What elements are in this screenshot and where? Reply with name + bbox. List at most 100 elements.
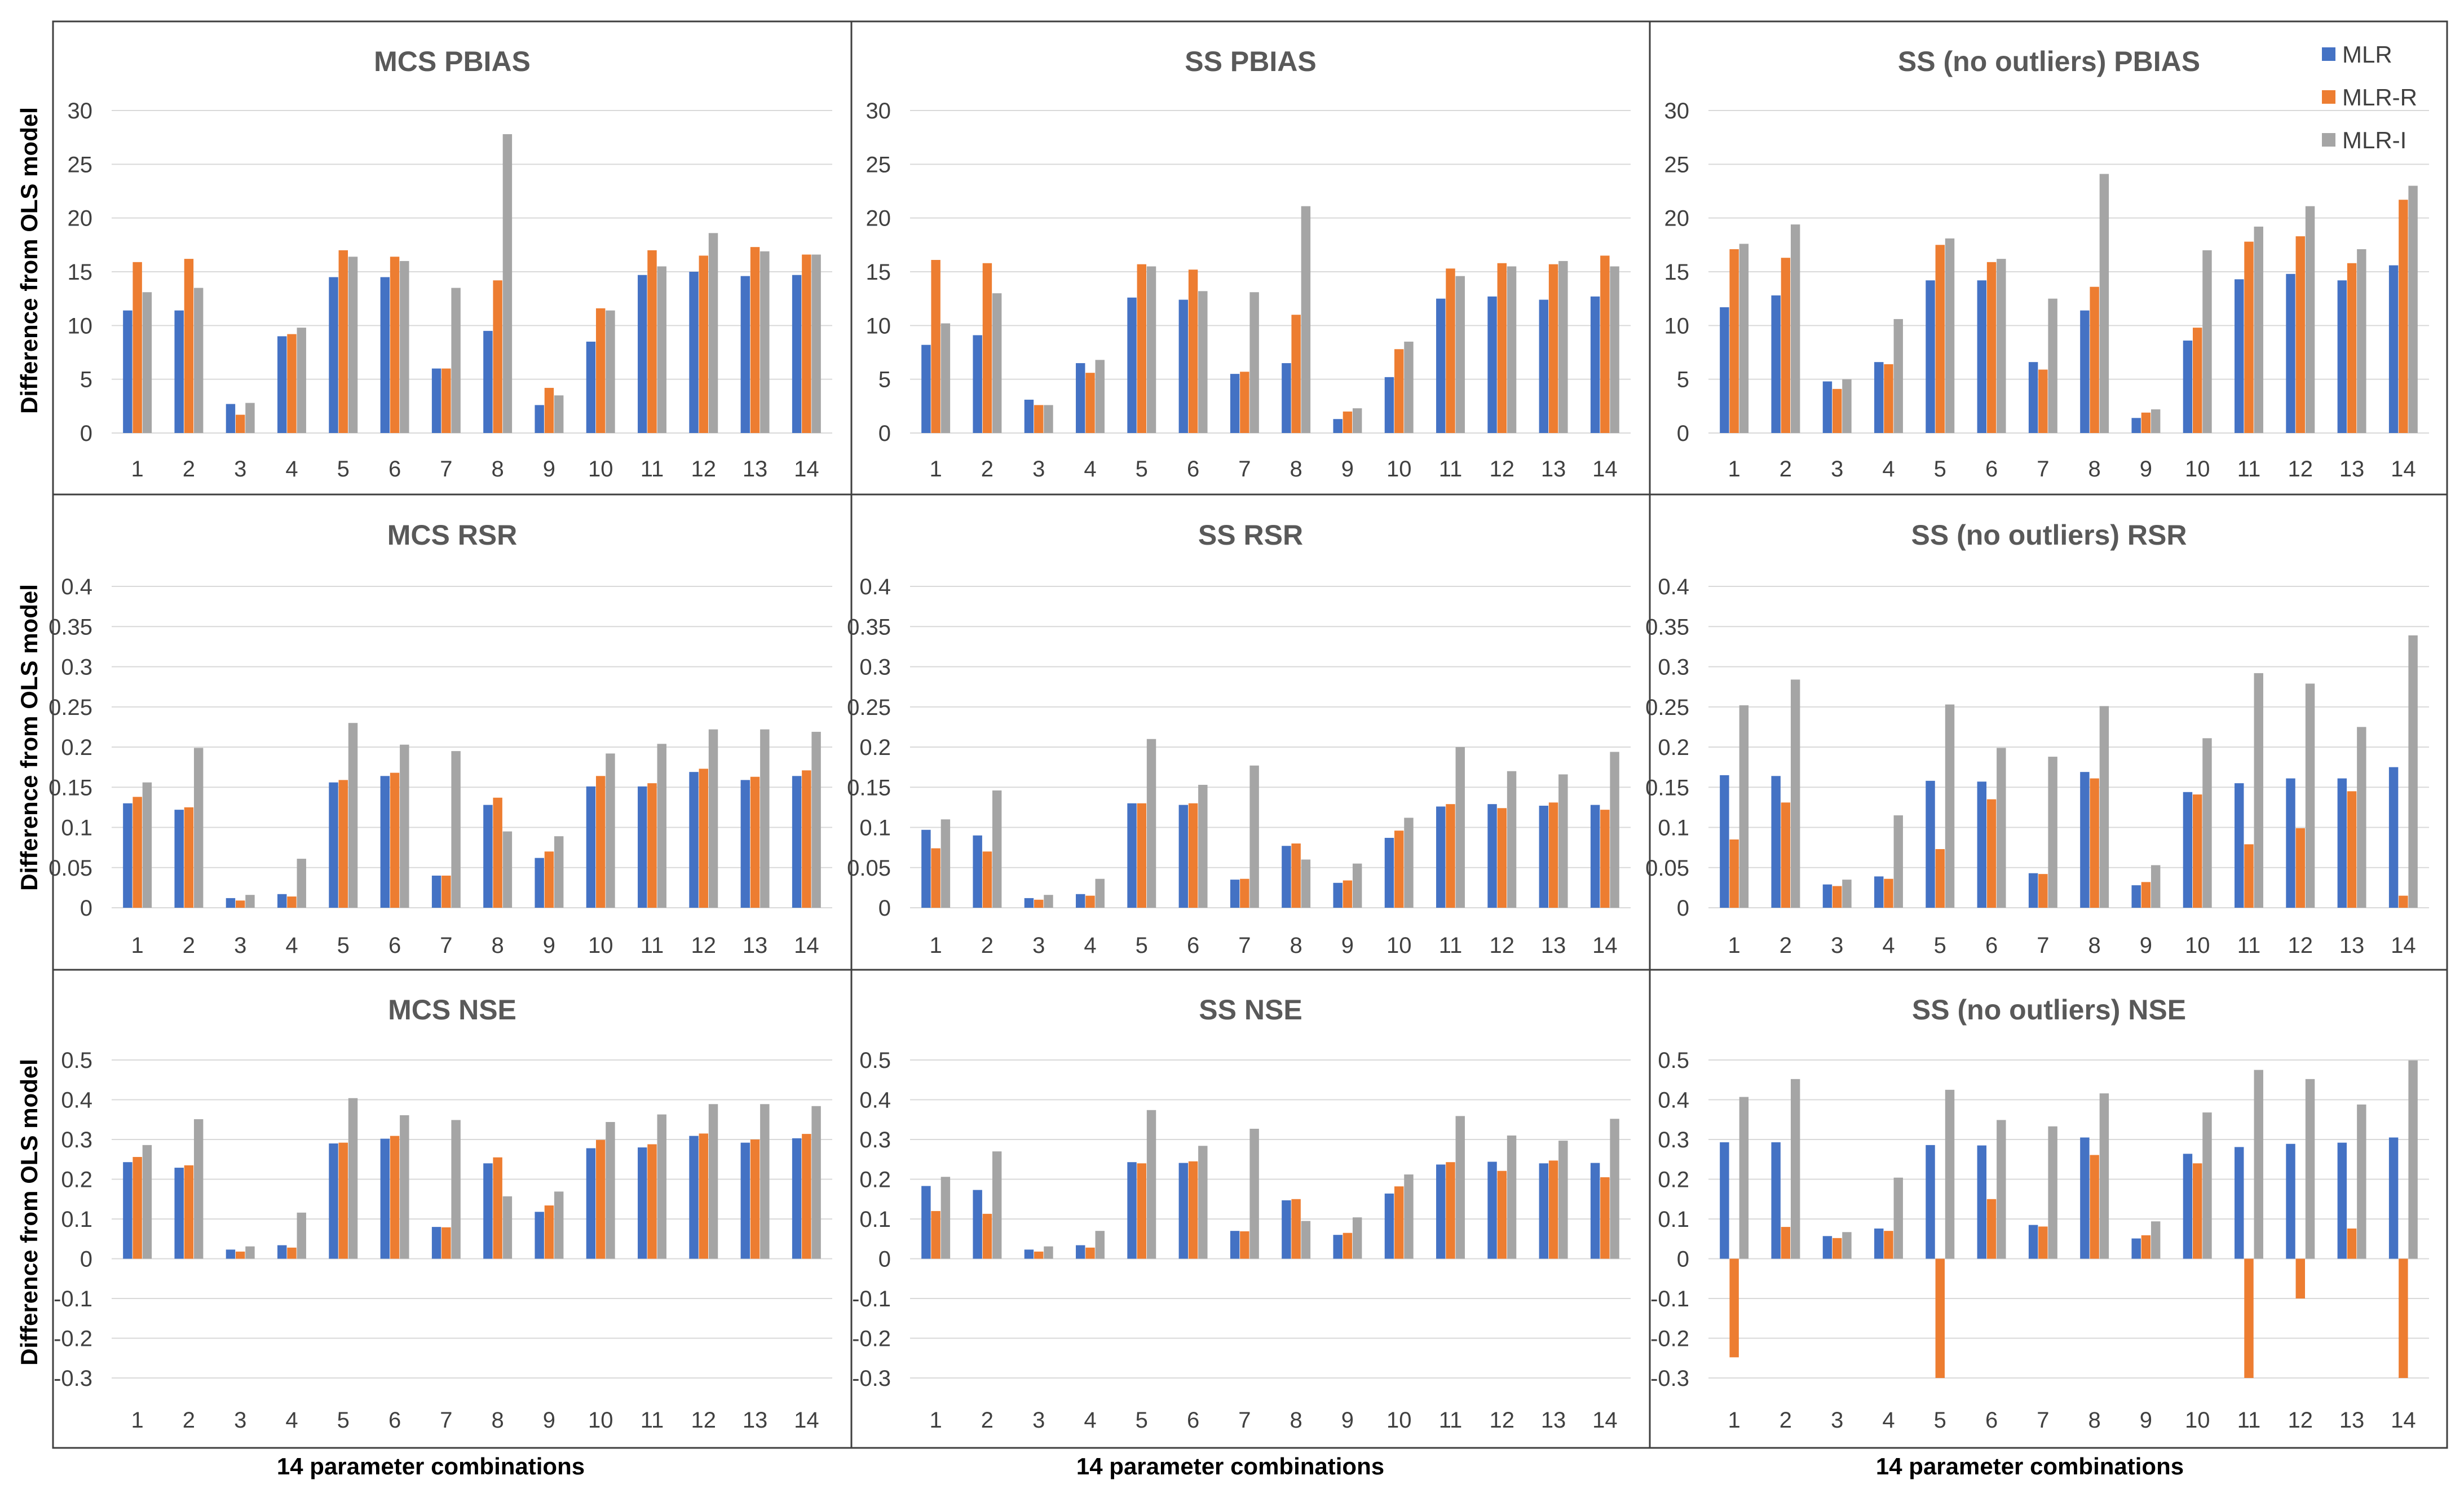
bar-mcs-rsr-mlr-r-11: [647, 783, 657, 908]
bar-ss-rsr-mlr-i-9: [1352, 863, 1362, 908]
bar-ss-no-outliers-rsr-mlr-13: [2337, 778, 2347, 908]
bar-ss-rsr-mlr-11: [1436, 806, 1446, 908]
bar-ss-nse-mlr-i-9: [1352, 1217, 1362, 1259]
bar-ss-pbias-mlr-i-11: [1455, 276, 1465, 433]
x-tick-ss-rsr-6: 6: [1187, 933, 1199, 958]
y-axis-label-row-3: Difference from OLS model: [16, 1059, 42, 1366]
x-tick-mcs-nse-12: 12: [691, 1408, 717, 1433]
bar-ss-no-outliers-pbias-mlr-r-5: [1935, 245, 1945, 433]
bar-ss-no-outliers-pbias-mlr-i-3: [1842, 379, 1852, 433]
bar-mcs-rsr-mlr-3: [226, 898, 236, 908]
bar-ss-nse-mlr-2: [973, 1190, 982, 1259]
bar-ss-rsr-mlr-r-8: [1291, 843, 1301, 908]
y-tick-ss-rsr-1: 0.05: [847, 856, 891, 881]
x-tick-mcs-rsr-12: 12: [691, 933, 717, 958]
x-tick-ss-no-outliers-nse-10: 10: [2185, 1408, 2210, 1433]
y-tick-mcs-rsr-6: 0.3: [61, 655, 92, 680]
bar-ss-nse-mlr-i-3: [1044, 1246, 1053, 1259]
bar-ss-pbias-mlr-i-12: [1507, 266, 1517, 433]
bar-ss-no-outliers-nse-mlr-5: [1926, 1145, 1935, 1259]
x-tick-mcs-pbias-9: 9: [543, 457, 555, 482]
y-tick-ss-no-outliers-rsr-0: 0: [1677, 896, 1689, 921]
x-tick-mcs-pbias-2: 2: [183, 457, 195, 482]
bar-ss-pbias-mlr-10: [1384, 377, 1394, 433]
y-tick-ss-pbias-6: 30: [866, 99, 891, 123]
bar-mcs-pbias-mlr-4: [277, 336, 287, 433]
bar-ss-no-outliers-rsr-mlr-i-3: [1842, 880, 1852, 908]
bar-ss-nse-mlr-i-14: [1610, 1119, 1619, 1259]
x-tick-ss-rsr-2: 2: [981, 933, 993, 958]
bar-ss-no-outliers-pbias-mlr-r-8: [2090, 286, 2099, 433]
x-tick-ss-rsr-1: 1: [930, 933, 942, 958]
x-tick-mcs-rsr-14: 14: [794, 933, 819, 958]
bar-ss-rsr-mlr-i-4: [1095, 878, 1105, 908]
bar-ss-no-outliers-pbias-mlr-5: [1926, 280, 1935, 433]
bar-mcs-rsr-mlr-r-9: [544, 851, 554, 908]
bar-ss-nse-mlr-r-7: [1240, 1231, 1249, 1259]
bar-mcs-nse-mlr-13: [740, 1142, 750, 1259]
bar-ss-pbias-mlr-r-1: [931, 260, 940, 433]
bar-ss-rsr-mlr-1: [921, 829, 931, 908]
x-tick-mcs-rsr-10: 10: [588, 933, 613, 958]
x-tick-mcs-nse-2: 2: [183, 1408, 195, 1433]
bar-ss-rsr-mlr-i-13: [1558, 774, 1568, 908]
bar-ss-pbias-mlr-13: [1539, 299, 1549, 433]
bar-mcs-pbias-mlr-r-1: [133, 262, 142, 433]
bar-ss-nse-mlr-r-9: [1343, 1233, 1353, 1259]
x-tick-ss-pbias-10: 10: [1386, 457, 1412, 482]
bar-ss-nse-mlr-i-10: [1404, 1174, 1414, 1259]
bar-ss-no-outliers-nse-mlr-9: [2131, 1238, 2141, 1259]
y-tick-ss-no-outliers-nse-4: 0.1: [1658, 1207, 1689, 1232]
bar-ss-pbias-mlr-2: [973, 335, 982, 433]
x-tick-ss-nse-7: 7: [1238, 1408, 1251, 1433]
bar-ss-pbias-mlr-4: [1076, 363, 1085, 433]
y-tick-ss-rsr-4: 0.2: [859, 735, 891, 760]
bar-mcs-pbias-mlr-5: [329, 277, 338, 433]
bar-mcs-rsr-mlr-13: [740, 780, 750, 908]
y-tick-ss-no-outliers-rsr-5: 0.25: [1645, 695, 1689, 720]
legend-swatch-mlr: [2322, 47, 2335, 61]
bar-ss-rsr-mlr-2: [973, 835, 982, 908]
bar-mcs-nse-mlr-i-1: [142, 1145, 152, 1259]
bar-mcs-nse-mlr-r-12: [699, 1133, 709, 1259]
y-tick-ss-pbias-1: 5: [878, 368, 891, 392]
x-tick-mcs-nse-11: 11: [641, 1408, 664, 1433]
bar-ss-rsr-mlr-3: [1024, 898, 1034, 908]
bar-mcs-pbias-mlr-i-9: [554, 395, 564, 433]
bar-mcs-rsr-mlr-10: [586, 786, 596, 908]
bar-ss-pbias-mlr-r-2: [982, 263, 992, 433]
bar-ss-rsr-mlr-i-10: [1404, 818, 1414, 908]
x-tick-ss-no-outliers-rsr-1: 1: [1728, 933, 1741, 958]
bar-ss-nse-mlr-11: [1436, 1164, 1446, 1259]
bar-ss-pbias-mlr-r-14: [1600, 255, 1610, 433]
bar-mcs-nse-mlr-6: [380, 1138, 390, 1259]
x-tick-ss-pbias-1: 1: [930, 457, 942, 482]
bar-ss-nse-mlr-r-2: [982, 1213, 992, 1259]
bar-ss-rsr-mlr-r-1: [931, 848, 940, 908]
x-axis-label-col-2: 14 parameter combinations: [1076, 1453, 1384, 1479]
bar-ss-pbias-mlr-i-7: [1249, 292, 1259, 433]
x-tick-mcs-rsr-13: 13: [743, 933, 768, 958]
bar-ss-no-outliers-pbias-mlr-r-14: [2399, 200, 2408, 433]
bar-ss-no-outliers-rsr-mlr-14: [2388, 767, 2399, 908]
bar-ss-rsr-mlr-i-5: [1146, 739, 1156, 908]
bar-ss-nse-mlr-r-11: [1446, 1162, 1455, 1259]
bar-ss-no-outliers-nse-mlr-i-4: [1893, 1177, 1903, 1259]
bar-ss-no-outliers-pbias-mlr-r-1: [1729, 249, 1739, 433]
bar-ss-no-outliers-nse-mlr-i-7: [2048, 1126, 2057, 1259]
bar-ss-pbias-mlr-i-10: [1404, 341, 1414, 433]
bar-ss-pbias-mlr-1: [921, 344, 931, 433]
bar-mcs-rsr-mlr-r-10: [595, 776, 606, 908]
chart-ss-no-outliers-nse: SS (no outliers) NSE -0.3 -0.2 -0.1 0 0.1 0.2 0…: [1650, 994, 2429, 1433]
x-tick-ss-pbias-7: 7: [1238, 457, 1251, 482]
bar-ss-rsr-mlr-4: [1076, 894, 1085, 908]
x-tick-ss-no-outliers-nse-11: 11: [2237, 1408, 2261, 1433]
bar-mcs-pbias-mlr-13: [740, 276, 750, 433]
bar-ss-pbias-mlr-r-7: [1240, 372, 1249, 433]
bar-ss-no-outliers-nse-mlr-i-5: [1945, 1089, 1955, 1259]
bar-mcs-rsr-mlr-9: [535, 858, 544, 908]
bar-ss-no-outliers-pbias-mlr-i-11: [2254, 226, 2263, 433]
bar-ss-no-outliers-rsr-mlr-11: [2235, 783, 2244, 908]
y-tick-ss-no-outliers-pbias-4: 20: [1664, 206, 1690, 231]
